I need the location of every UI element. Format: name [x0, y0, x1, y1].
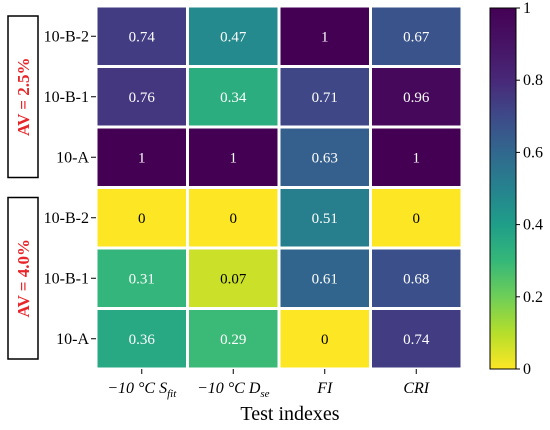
cell-value-label: 0.61: [312, 271, 338, 287]
cell-value-label: 1: [413, 150, 421, 166]
heatmap-cell: [372, 7, 461, 65]
x-axis-ticks: −10 °C Sfit −10 °C Dse FI CRI: [107, 369, 430, 400]
heatmap-cell: [189, 7, 278, 65]
cell-value-label: 0.71: [312, 90, 338, 106]
colorbar-tick-label: 1: [523, 0, 531, 17]
cell-value-label: 0.36: [129, 332, 156, 348]
x-tick-label: −10 °C Sfit: [107, 380, 177, 400]
heatmap-cell: [189, 310, 278, 368]
y-tick-label: 10-B-1: [44, 89, 89, 106]
colorbar-tick-label: 0.8: [523, 72, 543, 89]
heatmap-cell: [372, 128, 461, 186]
x-tick-label: −10 °C Dse: [197, 380, 270, 400]
y-tick-label: 10-A: [56, 331, 89, 348]
heatmap-cell: [97, 68, 186, 126]
y-tick-label: 10-B-1: [44, 270, 89, 287]
cell-value-label: 0.34: [220, 90, 247, 106]
x-tick-label: CRI: [403, 380, 429, 397]
cell-value-label: 0.31: [129, 271, 155, 287]
colorbar-tick-label: 0.6: [523, 144, 543, 161]
x-axis-title: Test indexes: [240, 403, 339, 425]
heatmap-cell: [372, 68, 461, 126]
heatmap-cell: [189, 189, 278, 247]
cell-value-label: 0: [230, 211, 238, 227]
cell-value-label: 0.74: [403, 332, 430, 348]
heatmap-cell: [280, 128, 369, 186]
cell-value-label: 1: [321, 29, 329, 45]
group-label: AV = 4.0%: [14, 239, 33, 318]
cell-value-label: 0: [413, 211, 421, 227]
x-tick-label: FI: [316, 380, 333, 397]
heatmap-cells: 0.74 0.47 1 0.67 0.76 0.34 0.71 0.96 1 1 0.63 1 0 0 0.…: [96, 6, 462, 369]
heatmap-cell: [97, 189, 186, 247]
cell-value-label: 0.47: [220, 29, 247, 45]
cell-value-label: 0.96: [403, 90, 430, 106]
y-tick-label: 10-B-2: [44, 210, 89, 227]
colorbar-gradient: [489, 7, 517, 370]
cell-value-label: 0.74: [129, 29, 156, 45]
heatmap-cell: [372, 310, 461, 368]
heatmap-cell: [280, 310, 369, 368]
colorbar: 0 0.2 0.4 0.6 0.8 1: [489, 0, 543, 378]
heatmap-cell: [280, 68, 369, 126]
heatmap-background: [96, 6, 462, 369]
heatmap-cell: [189, 249, 278, 307]
colorbar-tick-label: 0.4: [523, 217, 543, 234]
cell-value-label: 0: [138, 211, 146, 227]
cell-value-label: 0.51: [312, 211, 338, 227]
cell-value-label: 1: [138, 150, 146, 166]
colorbar-tick-label: 0: [523, 361, 531, 378]
heatmap-cell: [372, 189, 461, 247]
heatmap-cell: [280, 249, 369, 307]
heatmap-cell: [372, 249, 461, 307]
heatmap-cell: [97, 128, 186, 186]
y-tick-label: 10-A: [56, 149, 89, 166]
group-labels: AV = 2.5% AV = 4.0%: [7, 15, 39, 360]
heatmap-cell: [280, 7, 369, 65]
colorbar-tick-label: 0.2: [523, 289, 543, 306]
group-box: [7, 15, 39, 179]
y-axis-ticks: 10-B-2 10-B-1 10-A 10-B-2 10-B-1 10-A: [44, 28, 96, 348]
cell-value-label: 0.76: [129, 90, 156, 106]
cell-value-label: 1: [230, 150, 238, 166]
heatmap-cell: [189, 68, 278, 126]
group-box: [7, 196, 39, 360]
heatmap-cell: [189, 128, 278, 186]
y-tick-label: 10-B-2: [44, 28, 89, 45]
heatmap-cell: [97, 310, 186, 368]
heatmap-cell: [97, 7, 186, 65]
cell-value-label: 0: [321, 332, 329, 348]
cell-value-label: 0.68: [403, 271, 429, 287]
cell-value-label: 0.63: [312, 150, 338, 166]
cell-value-label: 0.29: [220, 332, 246, 348]
cell-value-label: 0.07: [220, 271, 247, 287]
heatmap-cell: [97, 249, 186, 307]
cell-value-label: 0.67: [403, 29, 430, 45]
group-label: AV = 2.5%: [14, 58, 33, 137]
heatmap-cell: [280, 189, 369, 247]
